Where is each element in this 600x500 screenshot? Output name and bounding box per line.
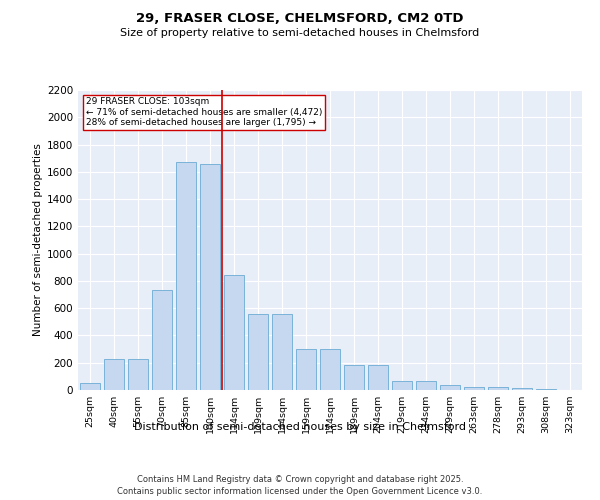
Bar: [248, 314, 268, 390]
Text: Size of property relative to semi-detached houses in Chelmsford: Size of property relative to semi-detach…: [121, 28, 479, 38]
Bar: [488, 386, 508, 390]
Text: 29, FRASER CLOSE, CHELMSFORD, CM2 0TD: 29, FRASER CLOSE, CHELMSFORD, CM2 0TD: [136, 12, 464, 26]
Bar: [440, 384, 460, 390]
Bar: [464, 386, 484, 390]
Bar: [344, 366, 364, 390]
Bar: [368, 366, 388, 390]
Text: Contains public sector information licensed under the Open Government Licence v3: Contains public sector information licen…: [118, 488, 482, 496]
Bar: [224, 275, 244, 390]
Bar: [296, 349, 316, 390]
Bar: [200, 164, 220, 390]
Text: Distribution of semi-detached houses by size in Chelmsford: Distribution of semi-detached houses by …: [134, 422, 466, 432]
Bar: [416, 381, 436, 390]
Bar: [152, 290, 172, 390]
Text: 29 FRASER CLOSE: 103sqm
← 71% of semi-detached houses are smaller (4,472)
28% of: 29 FRASER CLOSE: 103sqm ← 71% of semi-de…: [86, 98, 322, 128]
Y-axis label: Number of semi-detached properties: Number of semi-detached properties: [33, 144, 43, 336]
Bar: [320, 349, 340, 390]
Bar: [176, 162, 196, 390]
Text: Contains HM Land Registry data © Crown copyright and database right 2025.: Contains HM Land Registry data © Crown c…: [137, 475, 463, 484]
Bar: [392, 381, 412, 390]
Bar: [272, 314, 292, 390]
Bar: [80, 383, 100, 390]
Bar: [128, 360, 148, 390]
Bar: [104, 360, 124, 390]
Bar: [512, 388, 532, 390]
